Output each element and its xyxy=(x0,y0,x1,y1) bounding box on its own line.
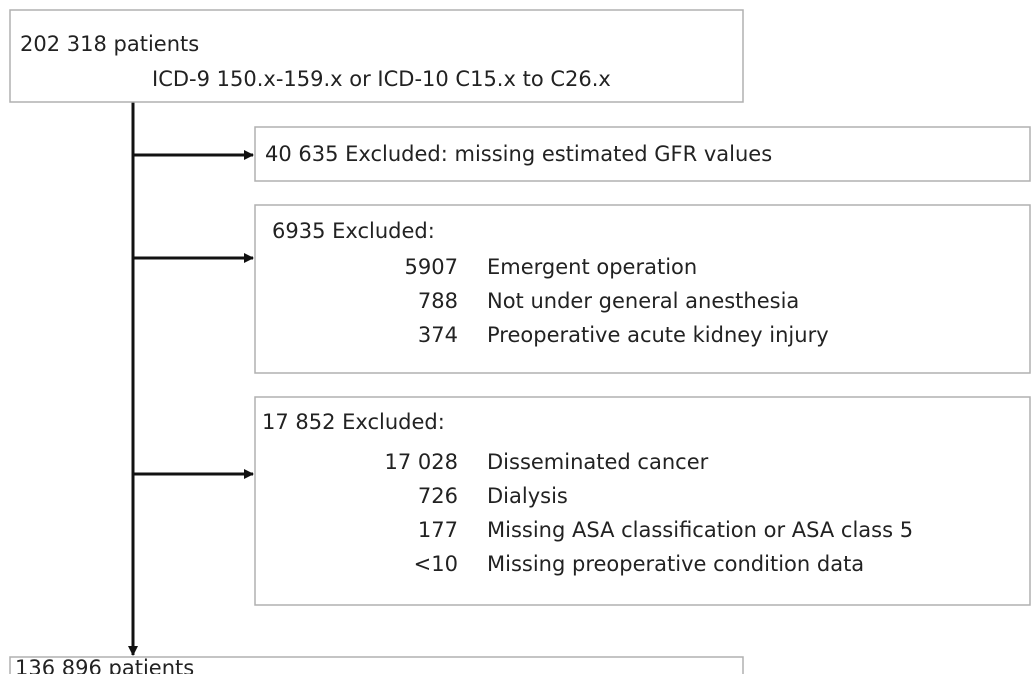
exclusion-count: 374 xyxy=(418,323,458,347)
exclusion-header: 40 635 Excluded: missing estimated GFR v… xyxy=(265,142,772,166)
start-box xyxy=(9,9,744,103)
start-criteria: ICD-9 150.x-159.x or ICD-10 C15.x to C26… xyxy=(152,67,611,91)
exclusion-reason: Missing preoperative condition data xyxy=(487,552,864,576)
exclusion-count: 726 xyxy=(418,484,458,508)
exclusion-count: 177 xyxy=(418,518,458,542)
exclusion-count: 17 028 xyxy=(385,450,458,474)
start-count: 202 318 patients xyxy=(20,32,199,56)
exclusion-count: 5907 xyxy=(405,255,458,279)
exclusion-reason: Emergent operation xyxy=(487,255,697,279)
exclusion-count: 788 xyxy=(418,289,458,313)
exclusion-reason: Preoperative acute kidney injury xyxy=(487,323,829,347)
end-count: 136 896 patients xyxy=(15,656,194,674)
exclusion-header: 6935 Excluded: xyxy=(272,219,435,243)
exclusion-box xyxy=(254,396,1031,606)
exclusion-count: <10 xyxy=(414,552,458,576)
exclusion-box xyxy=(254,204,1031,374)
exclusion-header: 17 852 Excluded: xyxy=(262,410,445,434)
exclusion-box xyxy=(254,126,1031,182)
exclusion-reason: Dialysis xyxy=(487,484,568,508)
exclusion-reason: Disseminated cancer xyxy=(487,450,709,474)
exclusion-reason: Not under general anesthesia xyxy=(487,289,799,313)
end-box xyxy=(9,656,744,674)
exclusion-reason: Missing ASA classification or ASA class … xyxy=(487,518,913,542)
